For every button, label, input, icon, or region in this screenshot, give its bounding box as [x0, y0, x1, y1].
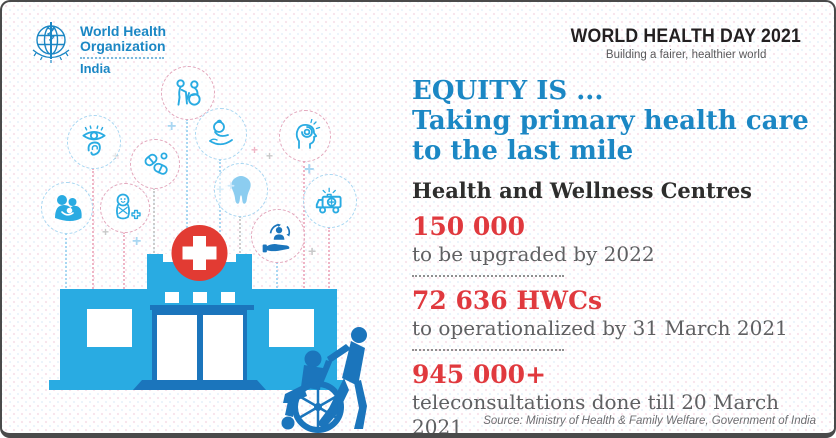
stat-block-operationalized: 72 636 HWCs to operationalized by 31 Mar… [412, 286, 830, 341]
who-name-line2: Organization [80, 38, 166, 54]
building-window-right [269, 309, 314, 347]
infant-care-icon [100, 183, 150, 233]
mental-health-care-icon [279, 110, 331, 162]
stat-block-upgraded: 150 000 to be upgraded by 2022 [412, 212, 830, 267]
stat-value: 945 000+ [412, 360, 547, 389]
building-window-left [87, 309, 132, 347]
stat-caption: to be upgraded by 2022 [412, 242, 655, 266]
event-header: WORLD HEALTH DAY 2021 Building a fairer,… [562, 26, 810, 61]
plus-decoration: + [251, 143, 259, 157]
event-tagline: Building a fairer, healthier world [605, 49, 767, 61]
elderly-care-icon [161, 66, 215, 120]
who-emblem-icon [28, 18, 74, 73]
stat-block-teleconsultations: 945 000+ teleconsultations done till 20 … [412, 360, 830, 438]
maternal-child-care-icon [41, 182, 93, 234]
newborn-care-icon [195, 108, 247, 160]
stat-value: 72 636 HWCs [412, 286, 603, 315]
heading-line-3: to the last mile [412, 136, 634, 166]
ambulance-service-icon [303, 174, 357, 228]
building-step [133, 380, 266, 390]
dental-care-icon [214, 163, 268, 217]
stat-caption: to operationalized by 31 March 2021 [412, 316, 788, 340]
who-name-line1: World Health [80, 23, 167, 39]
plus-decoration: + [167, 118, 177, 135]
plus-decoration: + [102, 225, 110, 239]
icon-stem [303, 161, 305, 388]
building-door-left [157, 315, 197, 387]
who-logo: World Health Organization India [28, 18, 166, 76]
plus-decoration: + [308, 243, 317, 259]
source-attribution: Source: Ministry of Health & Family Welf… [483, 415, 816, 427]
event-title: WORLD HEALTH DAY 2021 [570, 26, 802, 47]
medicines-icon [130, 139, 180, 189]
stat-value: 150 000 [412, 212, 526, 241]
heading-line-2: Taking primary health care [412, 106, 809, 136]
patient-support-icon [251, 209, 305, 263]
who-country: India [80, 61, 111, 76]
icon-stem [92, 168, 94, 388]
subheading: Health and Wellness Centres [412, 178, 752, 203]
dotted-separator [412, 349, 564, 351]
stat-caption: teleconsultations done till 20 March 202… [412, 390, 780, 438]
dotted-separator [412, 275, 564, 277]
building-door-right [203, 315, 243, 387]
vision-hearing-care-icon [67, 115, 121, 169]
plus-decoration: + [304, 159, 315, 179]
main-content: EQUITY IS ... Taking primary health care… [412, 76, 830, 438]
who-divider [80, 57, 164, 59]
health-centre-building [47, 222, 347, 397]
plus-decoration: + [266, 149, 274, 163]
heading-line-1: EQUITY IS ... [412, 76, 604, 106]
caregiver-wheelchair-silhouette [266, 322, 391, 433]
plus-decoration: + [132, 233, 142, 250]
